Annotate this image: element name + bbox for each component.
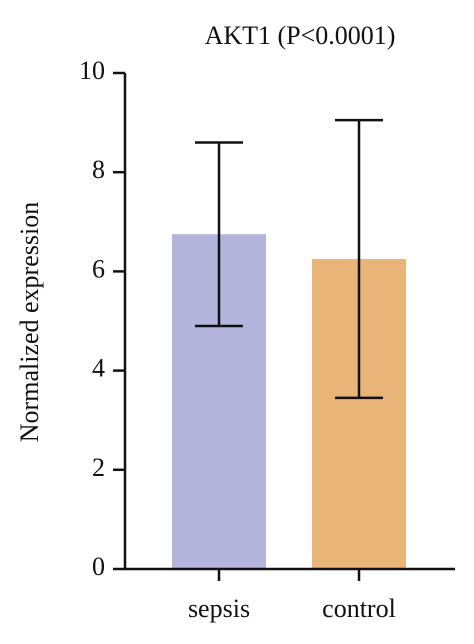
chart-title: AKT1 (P<0.0001) <box>205 21 396 50</box>
x-tick-label: sepsis <box>188 594 250 623</box>
y-tick-label: 8 <box>92 155 105 184</box>
error-bar <box>195 141 243 328</box>
y-tick-label: 6 <box>92 254 105 283</box>
y-tick-label: 0 <box>92 552 105 581</box>
y-tick-label: 2 <box>92 453 105 482</box>
error-bar <box>335 118 383 400</box>
y-tick-label: 10 <box>79 56 105 85</box>
y-tick-label: 4 <box>92 354 105 383</box>
y-axis-label: Normalized expression <box>15 202 44 442</box>
x-tick-label: control <box>322 594 396 623</box>
